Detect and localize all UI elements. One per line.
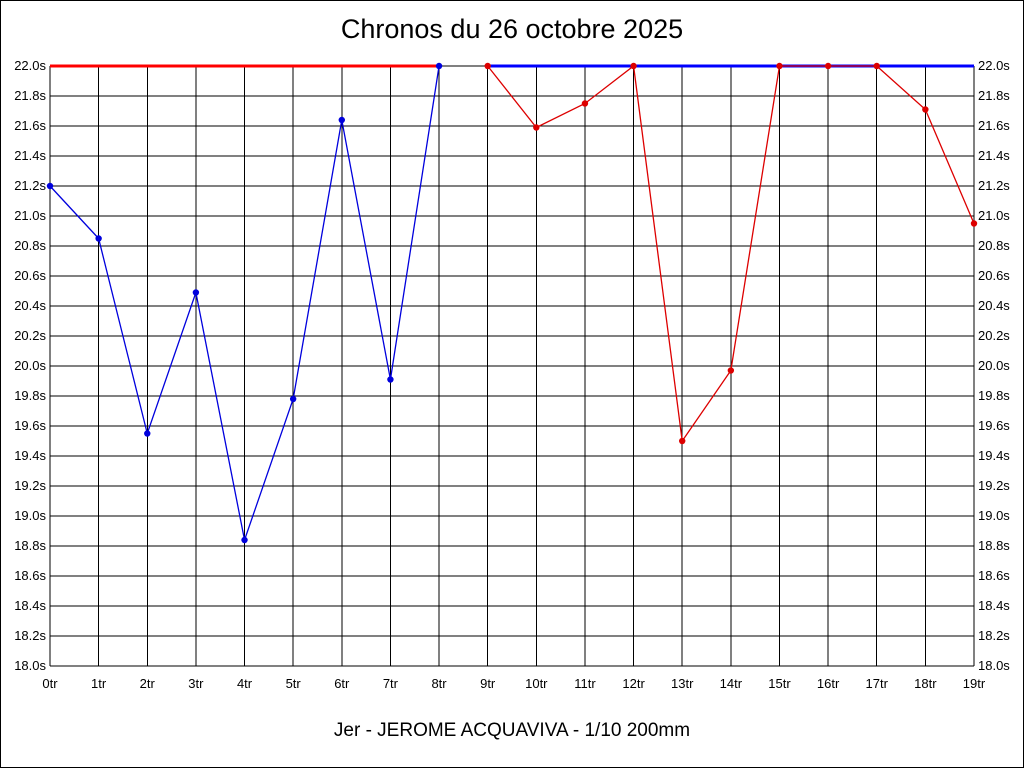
y-tick-label: 18.0s <box>978 658 1010 673</box>
data-point <box>435 62 443 70</box>
y-tick-label: 18.6s <box>978 568 1010 583</box>
data-point <box>289 395 297 403</box>
x-tick-label: 11tr <box>574 676 596 691</box>
y-tick-label: 21.4s <box>978 148 1010 163</box>
y-tick-label: 19.8s <box>978 388 1010 403</box>
data-point <box>970 220 978 227</box>
x-tick-label: 16tr <box>817 676 840 691</box>
y-tick-label: 19.4s <box>978 448 1010 463</box>
data-point <box>824 62 832 70</box>
x-tick-label: 17tr <box>866 676 889 691</box>
x-tick-label: 9tr <box>480 676 496 691</box>
data-point <box>873 62 880 70</box>
x-tick-label: 7tr <box>383 676 399 691</box>
x-tick-label: 5tr <box>286 676 302 691</box>
y-tick-label: 22.0s <box>978 58 1010 73</box>
x-tick-label: 14tr <box>720 676 743 691</box>
y-tick-label: 19.6s <box>14 418 46 433</box>
y-tick-label: 21.0s <box>978 208 1010 223</box>
y-tick-label: 18.6s <box>14 568 46 583</box>
y-tick-label: 20.8s <box>978 238 1010 253</box>
y-tick-label: 21.6s <box>978 118 1010 133</box>
y-tick-label: 20.0s <box>978 358 1010 373</box>
y-tick-label: 18.0s <box>14 658 46 673</box>
y-tick-label: 21.2s <box>978 178 1010 193</box>
y-tick-label: 19.0s <box>978 508 1010 523</box>
y-tick-label: 20.6s <box>14 268 46 283</box>
x-tick-label: 6tr <box>334 676 350 691</box>
y-tick-label: 20.2s <box>978 328 1010 343</box>
y-tick-label: 19.2s <box>14 478 46 493</box>
data-point <box>630 62 637 70</box>
y-tick-label: 19.6s <box>978 418 1010 433</box>
data-point <box>46 182 54 190</box>
x-tick-label: 4tr <box>237 676 253 691</box>
y-axis-right-labels: 18.0s 18.2s 18.4s 18.6s 18.8s 19.0s 19.2s 19.4s… <box>978 58 1010 673</box>
series-group <box>46 62 978 544</box>
y-tick-label: 21.6s <box>14 118 46 133</box>
data-point <box>192 289 200 296</box>
x-tick-label: 13tr <box>671 676 694 691</box>
data-point <box>387 376 394 383</box>
data-point <box>922 106 929 113</box>
y-tick-label: 18.8s <box>14 538 46 553</box>
y-tick-label: 20.4s <box>978 298 1010 313</box>
data-point <box>338 116 345 124</box>
y-tick-label: 20.0s <box>14 358 46 373</box>
y-tick-label: 19.0s <box>14 508 46 523</box>
y-tick-label: 19.8s <box>14 388 46 403</box>
y-tick-label: 18.8s <box>978 538 1010 553</box>
data-point <box>581 100 589 107</box>
x-tick-label: 19tr <box>963 676 986 691</box>
x-axis-labels: 0tr 1tr 2tr 3tr 4tr 5tr 6tr 7tr 8tr 9tr 10tr 11tr 12… <box>42 676 985 691</box>
y-tick-label: 21.2s <box>14 178 46 193</box>
data-point <box>776 62 783 70</box>
x-tick-label: 8tr <box>431 676 447 691</box>
grid <box>49 65 975 667</box>
x-tick-label: 2tr <box>140 676 156 691</box>
x-tick-label: 1tr <box>91 676 107 691</box>
chart-title: Chronos du 26 octobre 2025 <box>340 14 684 44</box>
y-tick-label: 19.2s <box>978 478 1010 493</box>
x-tick-label: 18tr <box>914 676 937 691</box>
y-axis-left-labels: 18.0s 18.2s 18.4s 18.6s 18.8s 19.0s 19.2s 19.4s… <box>14 58 46 673</box>
y-tick-label: 18.4s <box>978 598 1010 613</box>
x-tick-label: 0tr <box>42 676 58 691</box>
y-tick-label: 18.2s <box>14 628 46 643</box>
x-tick-label: 15tr <box>768 676 791 691</box>
data-point <box>727 367 735 374</box>
chart-subtitle: Jer - JEROME ACQUAVIVA - 1/10 200mm <box>333 720 691 741</box>
y-tick-label: 21.8s <box>14 88 46 103</box>
data-point <box>241 536 248 544</box>
y-tick-label: 21.0s <box>14 208 46 223</box>
y-tick-label: 20.8s <box>14 238 46 253</box>
data-point <box>144 430 151 437</box>
x-tick-label: 3tr <box>188 676 204 691</box>
x-tick-label: 10tr <box>525 676 548 691</box>
y-tick-label: 18.4s <box>14 598 46 613</box>
data-point <box>533 124 540 131</box>
y-tick-label: 20.6s <box>978 268 1010 283</box>
data-point <box>95 235 102 242</box>
data-point <box>679 437 686 445</box>
y-tick-label: 18.2s <box>978 628 1010 643</box>
y-tick-label: 21.4s <box>14 148 46 163</box>
y-tick-label: 20.2s <box>14 328 46 343</box>
y-tick-label: 22.0s <box>14 58 46 73</box>
y-tick-label: 21.8s <box>978 88 1010 103</box>
x-tick-label: 12tr <box>622 676 645 691</box>
y-tick-label: 20.4s <box>14 298 46 313</box>
data-point <box>484 62 491 70</box>
y-tick-label: 19.4s <box>14 448 46 463</box>
